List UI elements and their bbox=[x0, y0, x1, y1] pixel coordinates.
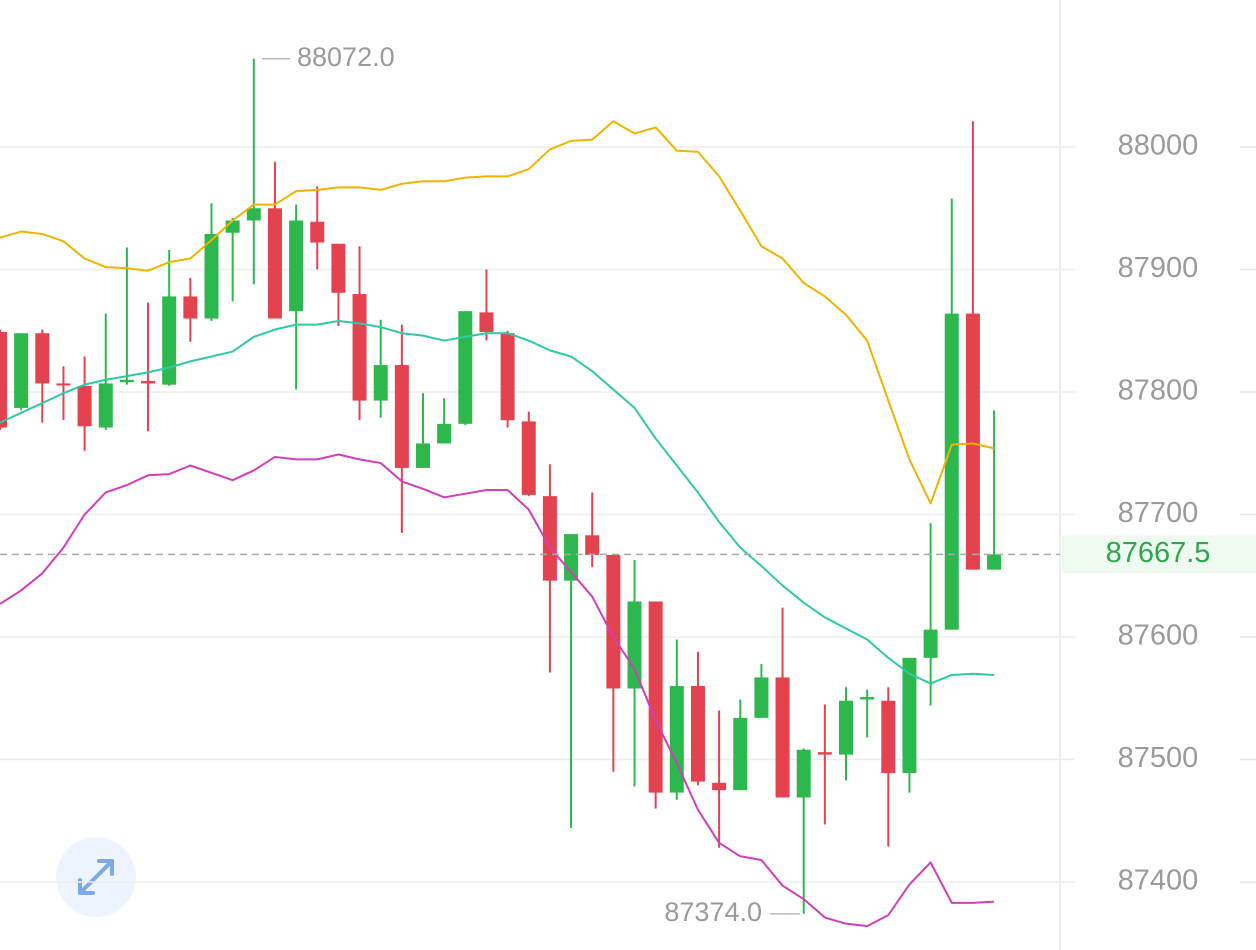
candle-body bbox=[394, 365, 409, 468]
candle-body bbox=[119, 379, 134, 383]
candle-body bbox=[564, 534, 579, 581]
candle-body bbox=[817, 752, 832, 755]
candle-body bbox=[14, 333, 29, 408]
candle-body bbox=[542, 496, 557, 581]
y-tick-label: 87400 bbox=[1118, 865, 1199, 897]
candle-body bbox=[437, 423, 452, 444]
candle-body bbox=[352, 294, 367, 401]
candle-body bbox=[204, 233, 219, 319]
y-tick-label: 88000 bbox=[1118, 130, 1199, 162]
candle-body bbox=[225, 220, 240, 233]
low-annotation: 87374.0 bbox=[664, 897, 762, 927]
last-price-bg bbox=[1062, 535, 1256, 574]
y-tick-label: 87700 bbox=[1118, 497, 1199, 529]
candle-body bbox=[479, 312, 494, 332]
candle-body bbox=[690, 686, 705, 782]
candle-body bbox=[669, 686, 684, 793]
candle-body bbox=[458, 311, 473, 424]
y-tick-label: 87900 bbox=[1118, 252, 1199, 284]
candle-body bbox=[416, 443, 430, 468]
candle-body bbox=[289, 220, 304, 312]
candle-body bbox=[923, 629, 938, 658]
candles bbox=[0, 58, 1002, 928]
last-price-label: 87667.5 bbox=[1106, 537, 1211, 569]
candle-body bbox=[331, 243, 346, 293]
candle-body bbox=[733, 717, 748, 791]
candle-body bbox=[77, 385, 92, 427]
candle-body bbox=[881, 700, 896, 773]
candle-body bbox=[267, 208, 282, 319]
band-line bbox=[0, 120, 995, 505]
expand-button[interactable] bbox=[56, 837, 136, 917]
candle-body bbox=[754, 677, 769, 718]
candle-body bbox=[944, 313, 959, 630]
y-tick-label: 87600 bbox=[1118, 620, 1199, 652]
candle-body bbox=[606, 554, 621, 689]
high-annotation: 88072.0 bbox=[297, 42, 395, 72]
candle-body bbox=[183, 296, 198, 319]
candle-body bbox=[627, 601, 642, 689]
candle-body bbox=[585, 535, 600, 555]
band-line bbox=[0, 453, 995, 928]
candle-body bbox=[35, 333, 50, 384]
candle-body bbox=[839, 700, 853, 755]
candle-body bbox=[775, 677, 790, 798]
candle-body bbox=[796, 749, 811, 798]
candle-body bbox=[987, 554, 1002, 570]
candle-body bbox=[902, 657, 917, 773]
y-tick-label: 87500 bbox=[1118, 742, 1199, 774]
candle-body bbox=[0, 331, 7, 428]
band-line bbox=[0, 319, 995, 685]
candle-body bbox=[141, 380, 156, 384]
candle-body bbox=[712, 782, 727, 791]
candle-body bbox=[246, 208, 261, 221]
candle-body bbox=[56, 383, 71, 386]
candle-body bbox=[310, 221, 325, 243]
candle-body bbox=[860, 697, 875, 700]
candle-body bbox=[373, 365, 388, 401]
candle-body bbox=[965, 313, 980, 570]
expand-icon bbox=[78, 859, 114, 895]
y-tick-label: 87800 bbox=[1118, 375, 1199, 407]
candle-body bbox=[162, 296, 177, 385]
candle-body bbox=[521, 421, 536, 495]
candle-body bbox=[500, 333, 515, 421]
candle-body bbox=[648, 601, 663, 793]
candle-body bbox=[98, 383, 113, 428]
grid bbox=[0, 146, 1256, 883]
